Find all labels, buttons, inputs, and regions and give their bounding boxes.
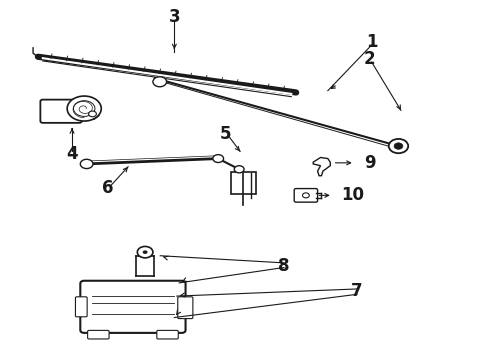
Circle shape: [389, 139, 408, 153]
Polygon shape: [313, 157, 330, 176]
Circle shape: [213, 155, 223, 162]
Circle shape: [89, 111, 97, 117]
FancyBboxPatch shape: [40, 100, 82, 123]
Text: 4: 4: [66, 145, 78, 163]
Text: 8: 8: [278, 257, 290, 275]
Text: 9: 9: [365, 154, 376, 172]
Text: 1: 1: [366, 33, 377, 51]
FancyBboxPatch shape: [157, 330, 178, 339]
Circle shape: [394, 143, 403, 149]
FancyBboxPatch shape: [231, 172, 256, 194]
Text: 10: 10: [342, 186, 365, 204]
Circle shape: [234, 166, 244, 173]
Text: 2: 2: [364, 50, 375, 68]
Circle shape: [153, 77, 167, 87]
Text: 5: 5: [220, 125, 231, 143]
FancyBboxPatch shape: [294, 189, 318, 202]
Text: 6: 6: [102, 179, 113, 197]
Text: 3: 3: [169, 9, 180, 27]
Circle shape: [80, 159, 93, 168]
Circle shape: [137, 247, 153, 258]
FancyBboxPatch shape: [178, 297, 193, 319]
Text: 7: 7: [351, 282, 363, 300]
FancyBboxPatch shape: [75, 297, 87, 317]
Circle shape: [67, 96, 101, 121]
Circle shape: [302, 193, 309, 198]
Circle shape: [143, 250, 147, 254]
Polygon shape: [84, 107, 99, 119]
FancyBboxPatch shape: [88, 330, 109, 339]
FancyBboxPatch shape: [80, 281, 186, 333]
